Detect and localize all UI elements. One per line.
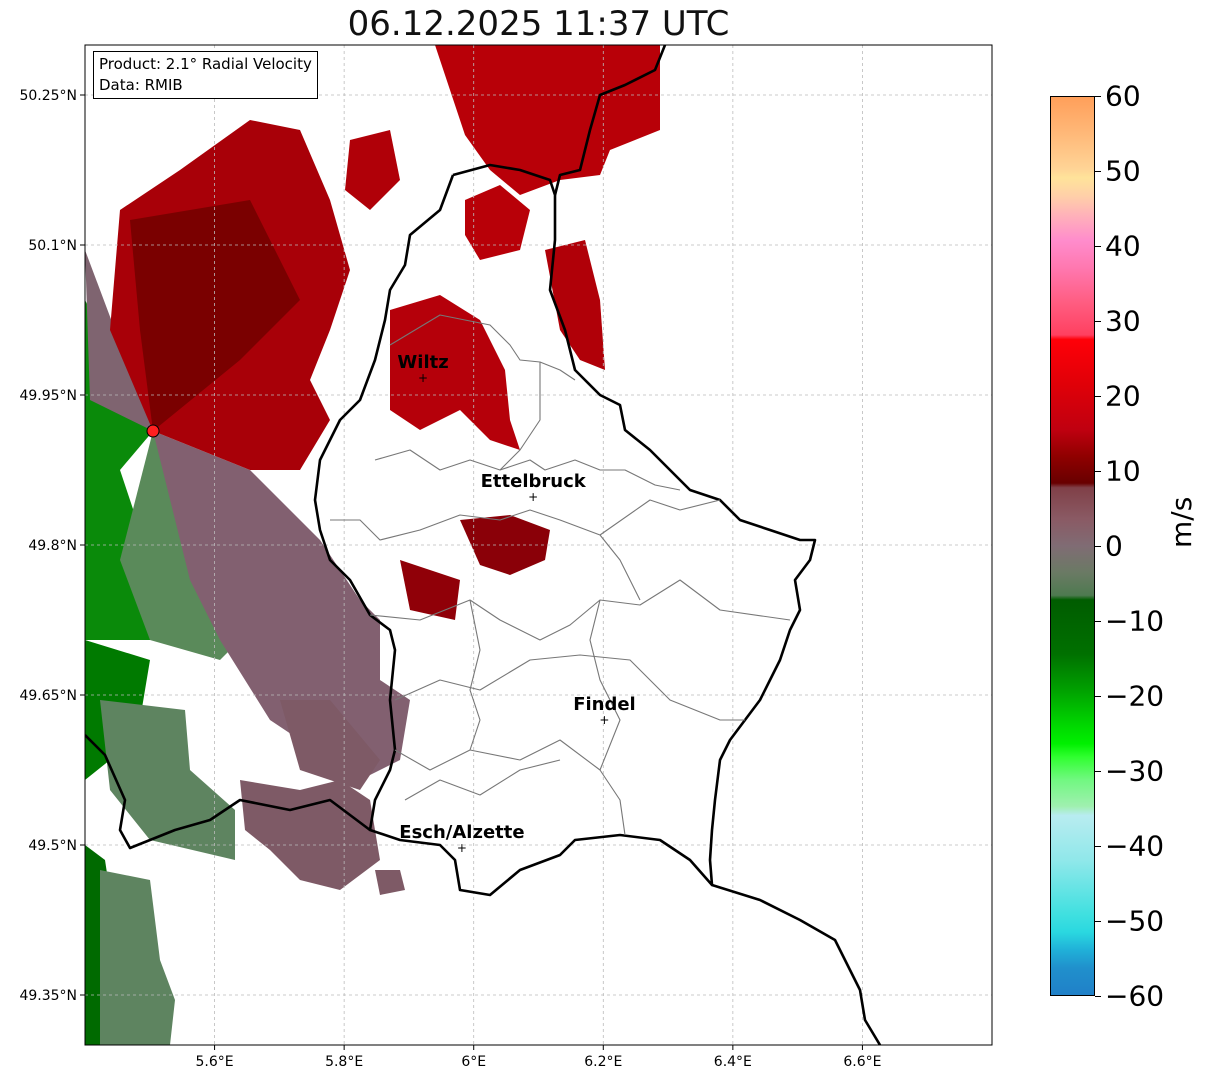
y-tick-label: 49.8°N xyxy=(28,538,77,554)
colorbar-tick-label: −30 xyxy=(1105,754,1165,788)
city-marker-icon: + xyxy=(599,713,609,727)
colorbar-tick-label: 30 xyxy=(1105,304,1141,338)
y-tick-label: 49.5°N xyxy=(28,838,77,854)
y-tick-label: 50.25°N xyxy=(19,88,77,104)
colorbar-tick xyxy=(1095,771,1101,772)
colorbar-tick xyxy=(1095,696,1101,697)
x-tick-label: 6.2°E xyxy=(584,1054,622,1070)
germany-border xyxy=(553,45,667,196)
city-marker-icon: + xyxy=(457,841,467,855)
x-tick-label: 5.8°E xyxy=(325,1054,363,1070)
colorbar-label: m/s xyxy=(1165,496,1198,548)
colorbar-tick-label: −10 xyxy=(1105,604,1165,638)
city-label: Ettelbruck xyxy=(481,471,587,492)
colorbar-tick-label: 60 xyxy=(1105,79,1141,113)
colorbar-tick-label: 0 xyxy=(1105,529,1123,563)
city-marker-icon: + xyxy=(418,371,428,385)
luxembourg-border xyxy=(313,163,817,897)
colorbar-tick xyxy=(1095,246,1101,247)
colorbar-tick-label: −60 xyxy=(1105,979,1165,1013)
colorbar-tick xyxy=(1095,321,1101,322)
colorbar-tick xyxy=(1095,96,1101,97)
radar-echoes xyxy=(85,45,660,1045)
product-label: Product: 2.1° Radial Velocity xyxy=(99,55,312,73)
y-tick-label: 49.35°N xyxy=(19,988,77,1004)
colorbar-tick xyxy=(1095,996,1101,997)
colorbar-tick-label: 50 xyxy=(1105,154,1141,188)
chart-title: 06.12.2025 11:37 UTC xyxy=(347,4,730,44)
canton-borders xyxy=(330,314,791,836)
france-border xyxy=(85,734,371,850)
borders xyxy=(85,45,882,1045)
product-legend: Product: 2.1° Radial Velocity Data: RMIB xyxy=(93,51,318,99)
y-tick-label: 49.65°N xyxy=(19,688,77,704)
radar-site-marker xyxy=(146,424,160,438)
x-tick-label: 6.4°E xyxy=(714,1054,752,1070)
city-marker-icon: + xyxy=(528,490,538,504)
city-markers: +Wiltz+Ettelbruck+Findel+Esch/Alzette xyxy=(397,352,635,855)
city-label: Wiltz xyxy=(397,352,448,373)
colorbar-tick-label: 20 xyxy=(1105,379,1141,413)
colorbar-tick-label: −40 xyxy=(1105,829,1165,863)
colorbar-tick xyxy=(1095,621,1101,622)
germany-border-south xyxy=(711,883,882,1045)
colorbar-tick-label: 40 xyxy=(1105,229,1141,263)
city-label: Esch/Alzette xyxy=(399,822,524,843)
x-tick-label: 6°E xyxy=(461,1054,486,1070)
y-tick-label: 49.95°N xyxy=(19,388,77,404)
colorbar-tick-label: −20 xyxy=(1105,679,1165,713)
colorbar-tick xyxy=(1095,396,1101,397)
colorbar-tick xyxy=(1095,171,1101,172)
colorbar-tick-label: −50 xyxy=(1105,904,1165,938)
city-label: Findel xyxy=(573,694,636,715)
colorbar-tick xyxy=(1095,921,1101,922)
colorbar xyxy=(1050,96,1095,996)
colorbar-tick xyxy=(1095,471,1101,472)
colorbar-tick xyxy=(1095,546,1101,547)
data-source-label: Data: RMIB xyxy=(99,76,183,94)
y-tick-label: 50.1°N xyxy=(28,238,77,254)
colorbar-tick-label: 10 xyxy=(1105,454,1141,488)
colorbar-tick xyxy=(1095,846,1101,847)
x-tick-label: 6.6°E xyxy=(843,1054,881,1070)
axis-ticks: 5.6°E 5.8°E 6°E 6.2°E 6.4°E 6.6°E 50.25°N 50.1°… xyxy=(19,88,881,1070)
x-tick-label: 5.6°E xyxy=(196,1054,234,1070)
